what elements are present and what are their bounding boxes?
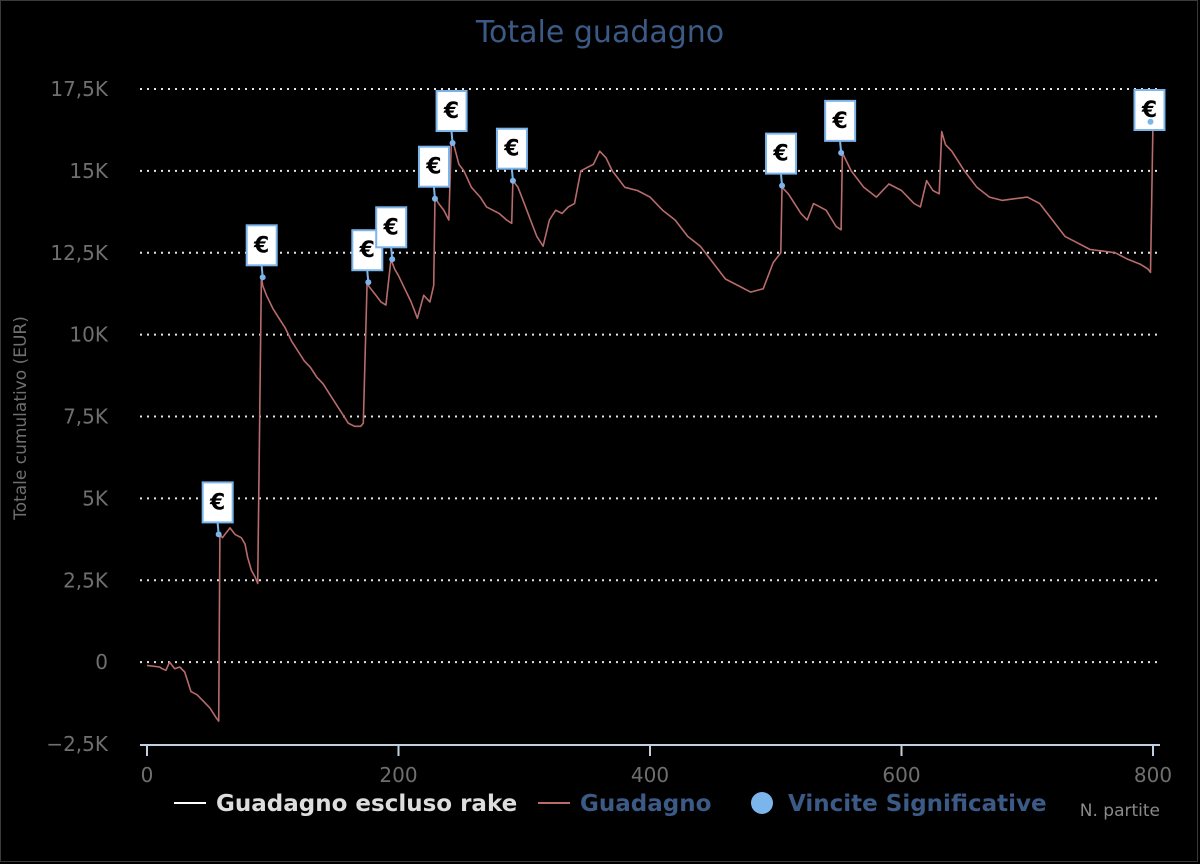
y-tick-label: 12,5K xyxy=(50,241,109,265)
legend: Guadagno escluso rake Guadagno Vincite S… xyxy=(174,791,1047,817)
win-point xyxy=(431,195,438,202)
y-tick-label: 15K xyxy=(69,159,108,183)
y-axis-label: Totale cumulativo (EUR) xyxy=(11,316,31,521)
legend-label-vincite-significative: Vincite Significative xyxy=(788,791,1047,817)
series-layer xyxy=(146,121,1154,722)
y-axis-ticks: −2,5K 0 2,5K 5K 7,5K 10K 12,5K 15K 17,5K xyxy=(46,77,109,756)
flag-label: € xyxy=(359,238,375,263)
flags-layer: € € € € € € € € € € xyxy=(201,89,1166,538)
win-point xyxy=(365,279,372,286)
flag-label: € xyxy=(772,142,788,167)
win-point xyxy=(779,182,786,189)
y-tick-label: 2,5K xyxy=(63,568,109,592)
x-tick-label: 800 xyxy=(1134,763,1172,787)
win-point xyxy=(215,531,222,538)
win-point xyxy=(1147,118,1154,125)
x-axis: 0 200 400 600 800 xyxy=(140,744,1172,787)
flag-box xyxy=(245,224,278,267)
flag-label: € xyxy=(253,233,269,258)
win-flag[interactable]: € xyxy=(375,206,408,263)
flag-label: € xyxy=(831,109,847,134)
y-tick-label: 0 xyxy=(95,650,108,674)
y-tick-label: 17,5K xyxy=(50,77,109,101)
y-tick-label: −2,5K xyxy=(46,732,109,756)
chart-title: Totale guadagno xyxy=(475,15,724,50)
y-tick-label: 7,5K xyxy=(63,405,109,429)
flag-label: € xyxy=(425,155,441,180)
y-tick-label: 5K xyxy=(82,486,109,510)
win-flag[interactable]: € xyxy=(435,90,468,147)
x-tick-label: 200 xyxy=(379,763,417,787)
win-flag[interactable]: € xyxy=(417,145,450,202)
x-tick-label: 600 xyxy=(882,763,920,787)
win-flag[interactable]: € xyxy=(824,99,857,156)
win-point xyxy=(509,177,516,184)
win-point xyxy=(838,149,845,156)
win-flag[interactable]: € xyxy=(1133,89,1166,131)
flag-box xyxy=(435,90,468,133)
win-flag[interactable]: € xyxy=(245,224,278,281)
flag-box xyxy=(765,132,798,175)
x-tick-label: 400 xyxy=(631,763,669,787)
legend-item-guadagno-escluso-rake[interactable]: Guadagno escluso rake xyxy=(174,791,517,817)
flag-box xyxy=(1133,89,1166,131)
win-flag[interactable]: € xyxy=(201,481,234,538)
flag-box xyxy=(824,99,857,142)
flag-box xyxy=(417,145,450,188)
win-point xyxy=(259,274,266,281)
legend-item-vincite-significative[interactable]: Vincite Significative xyxy=(751,791,1047,817)
win-point xyxy=(389,256,396,263)
flag-label: € xyxy=(383,215,399,240)
win-flag[interactable]: € xyxy=(765,132,798,189)
legend-swatch-blue-dot xyxy=(751,792,773,814)
legend-label-guadagno-escluso-rake: Guadagno escluso rake xyxy=(216,791,517,817)
win-flag[interactable]: € xyxy=(495,127,528,184)
legend-item-guadagno[interactable]: Guadagno xyxy=(538,791,711,817)
grid-lines xyxy=(140,88,1160,664)
flag-label: € xyxy=(1141,98,1157,123)
flag-label: € xyxy=(209,490,225,515)
flag-label: € xyxy=(503,137,519,162)
flag-label: € xyxy=(443,99,459,124)
x-tick-label: 0 xyxy=(141,763,154,787)
win-point xyxy=(449,140,456,147)
y-tick-label: 10K xyxy=(69,323,108,347)
flag-box xyxy=(201,481,234,524)
x-axis-label: N. partite xyxy=(1080,801,1160,821)
flag-box xyxy=(375,206,408,249)
series-line-guadagno xyxy=(146,121,1154,722)
flag-box xyxy=(495,127,528,170)
legend-label-guadagno: Guadagno xyxy=(580,791,711,817)
